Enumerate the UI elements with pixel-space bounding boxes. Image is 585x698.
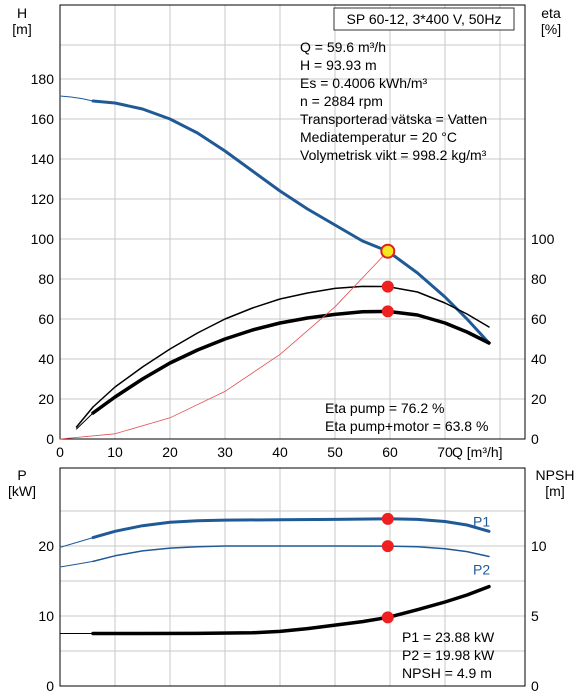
series-label-P2: P2 [473, 562, 490, 578]
y-tick-label-right: 0 [531, 678, 539, 694]
npsh-axis-title-line2: [m] [545, 483, 564, 499]
curve-eta-pump-motor [91, 309, 491, 415]
y-tick-label-left: 40 [38, 351, 54, 367]
head-efficiency-chart: H [m] eta [%] SP 60-12, 3*400 V, 50Hz Q … [12, 4, 561, 460]
info-line: n = 2884 rpm [300, 93, 383, 109]
y-tick-label-right: 20 [531, 391, 547, 407]
info-line: Es = 0.4006 kWh/m³ [300, 75, 428, 91]
operating-point-info: Q = 59.6 m³/h H = 93.93 m Es = 0.4006 kWh/… [300, 39, 487, 163]
y-tick-label-left: 160 [31, 111, 55, 127]
info-line: Mediatemperatur = 20 °C [300, 129, 457, 145]
x-tick-label: 30 [217, 444, 233, 460]
x-axis-title: Q [m³/h] [452, 444, 503, 460]
curve-P1 [91, 517, 491, 540]
curve-P1-ext [59, 537, 94, 548]
series-label-P1: P1 [473, 513, 490, 529]
power-chart-ticks: 0 10 20 0 5 10 [38, 538, 546, 694]
npsh-axis-title-line1: NPSH [536, 467, 575, 483]
eta-pump-readout: Eta pump = 76.2 % [325, 400, 444, 416]
left-axis-title-line1: H [17, 5, 27, 21]
x-tick-label: 0 [56, 444, 64, 460]
x-tick-label: 60 [382, 444, 398, 460]
curve-NPSH [91, 584, 491, 636]
operating-point-marker [381, 280, 394, 293]
chart-title: SP 60-12, 3*400 V, 50Hz [347, 11, 502, 27]
y-tick-label-left: 180 [31, 71, 55, 87]
right-axis-title-line2: [%] [541, 21, 561, 37]
head-chart-curves [59, 95, 491, 440]
y-tick-label-left: 20 [38, 391, 54, 407]
y-tick-label-right: 40 [531, 351, 547, 367]
p1-readout: P1 = 23.88 kW [402, 629, 495, 645]
y-tick-label-left: 100 [31, 231, 55, 247]
curve-P2-ext [59, 560, 94, 568]
y-tick-label-right: 5 [531, 608, 539, 624]
info-line: Transporterad vätska = Vatten [300, 111, 487, 127]
y-tick-label-right: 10 [531, 538, 547, 554]
x-tick-label: 50 [327, 444, 343, 460]
power-axis-title-line1: P [17, 467, 26, 483]
right-axis-title-line1: eta [541, 5, 561, 21]
x-tick-label: 10 [107, 444, 123, 460]
power-npsh-chart: P [kW] NPSH [m] P1 = 23.88 kW P2 = 19.98… [8, 467, 574, 694]
chart-title-box [333, 7, 515, 31]
y-tick-label-right: 80 [531, 271, 547, 287]
y-tick-label-left: 60 [38, 311, 54, 327]
y-tick-label-left: 0 [46, 431, 54, 447]
curve-P2 [92, 545, 490, 563]
power-axis-title-line2: [kW] [8, 483, 36, 499]
head-chart-grid [60, 5, 525, 439]
eta-pump-motor-readout: Eta pump+motor = 63.8 % [325, 418, 488, 434]
power-chart-markers [381, 512, 394, 624]
curve-H [91, 99, 491, 345]
info-line: Volymetrisk vikt = 998.2 kg/m³ [300, 147, 487, 163]
curve-eta-ext [76, 412, 94, 430]
operating-point-marker [381, 611, 394, 624]
head-chart-ticks: 0 20 40 60 80 100 120 140 160 180 0 20 40 60 80 100 0 10 2… [31, 71, 555, 460]
info-line: H = 93.93 m [300, 57, 377, 73]
power-chart-grid [60, 468, 525, 686]
y-tick-label-left: 20 [38, 538, 54, 554]
y-tick-label-left: 120 [31, 191, 55, 207]
y-tick-label-left: 10 [38, 608, 54, 624]
x-tick-label: 40 [272, 444, 288, 460]
y-tick-label-left: 80 [38, 271, 54, 287]
y-tick-label-right: 60 [531, 311, 547, 327]
p2-readout: P2 = 19.98 kW [402, 647, 495, 663]
operating-point-marker [381, 305, 394, 318]
y-tick-label-right: 0 [531, 431, 539, 447]
y-tick-label-left: 0 [46, 678, 54, 694]
info-line: Q = 59.6 m³/h [300, 39, 386, 55]
power-chart-curves: P1 P2 [59, 513, 491, 636]
x-tick-label: 70 [437, 444, 453, 460]
power-chart-frame [59, 467, 526, 687]
npsh-readout: NPSH = 4.9 m [402, 665, 492, 681]
operating-point-marker [381, 540, 394, 553]
x-tick-label: 20 [162, 444, 178, 460]
operating-point-marker [381, 512, 394, 525]
head-chart-frame [59, 4, 526, 440]
operating-point-marker [380, 243, 396, 259]
y-tick-label-right: 100 [531, 231, 555, 247]
head-chart-markers [380, 243, 396, 318]
curve-eta-pump [75, 285, 490, 428]
curve-H-ext [59, 95, 94, 102]
left-axis-title-line2: [m] [12, 21, 31, 37]
y-tick-label-left: 140 [31, 151, 55, 167]
curve-system [59, 250, 389, 440]
